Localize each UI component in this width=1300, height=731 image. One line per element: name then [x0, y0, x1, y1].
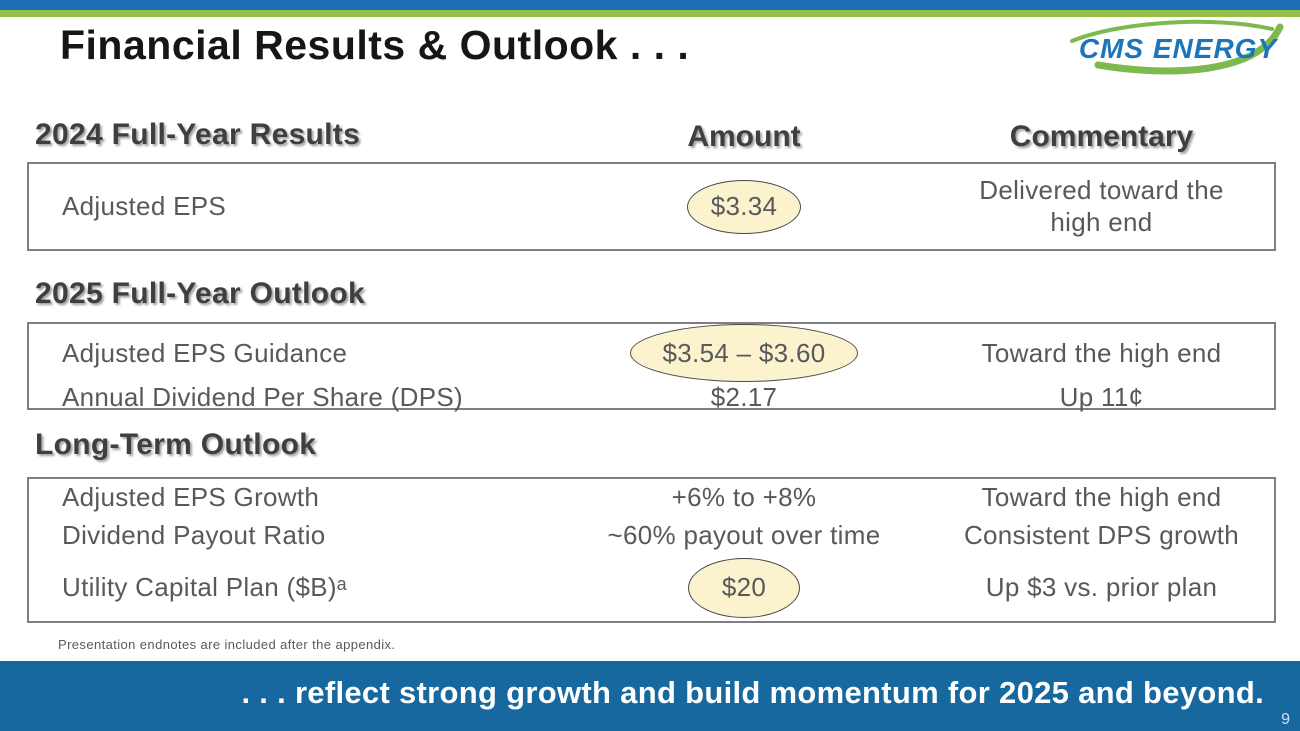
row-amount: $3.54 – $3.60: [559, 324, 929, 382]
row-label: Utility Capital Plan ($B)ᵃ: [62, 572, 347, 603]
top-blue-bar: [0, 0, 1300, 10]
row-label: Adjusted EPS: [62, 191, 227, 221]
highlight-oval: $3.34: [687, 179, 801, 234]
highlight-oval: $20: [688, 557, 800, 618]
highlight-oval: $3.54 – $3.60: [630, 324, 858, 382]
row-label: Adjusted EPS Growth: [62, 482, 320, 513]
footer-message: . . . reflect strong growth and build mo…: [241, 675, 1264, 710]
table-2025-outlook: Adjusted EPS Guidance $3.54 – $3.60 Towa…: [27, 322, 1276, 412]
section-heading-2024-results: 2024 Full-Year Results: [35, 118, 361, 151]
cms-energy-logo-graphic: CMS ENERGY: [1070, 19, 1284, 75]
table-2024-results: Adjusted EPS $3.34 Delivered toward the …: [27, 162, 1276, 251]
section-heading-2025-outlook: 2025 Full-Year Outlook: [35, 277, 366, 310]
column-header-amount: Amount: [687, 120, 801, 153]
row-amount: $2.17: [710, 382, 778, 412]
row-label: Adjusted EPS Guidance: [62, 337, 348, 368]
footer-bar: . . . reflect strong growth and build mo…: [0, 661, 1300, 731]
row-amount: $3.34: [559, 175, 929, 237]
cms-energy-logo: CMS ENERGY: [1066, 14, 1288, 76]
footnote: Presentation endnotes are included after…: [58, 637, 396, 652]
row-commentary: Delivered toward the high end: [979, 175, 1224, 237]
row-commentary: Up 11¢: [1059, 382, 1144, 412]
page-number: 9: [1281, 711, 1290, 728]
page-title: Financial Results & Outlook . . .: [60, 22, 690, 68]
section-heading-long-term-outlook: Long-Term Outlook: [35, 428, 317, 461]
row-label: Annual Dividend Per Share (DPS): [62, 382, 463, 412]
top-green-bar: [0, 10, 1300, 17]
row-commentary: Toward the high end: [981, 482, 1222, 513]
row-amount: ~60% payout over time: [607, 519, 881, 550]
column-header-commentary: Commentary: [1009, 120, 1194, 153]
row-amount: +6% to +8%: [671, 482, 817, 513]
logo-text: CMS ENERGY: [1079, 33, 1279, 64]
row-commentary: Toward the high end: [981, 337, 1222, 368]
row-commentary: Consistent DPS growth: [963, 519, 1240, 550]
row-label: Dividend Payout Ratio: [62, 519, 326, 550]
row-commentary: Up $3 vs. prior plan: [985, 572, 1218, 603]
row-amount: $20: [559, 557, 929, 618]
table-long-term-outlook: Adjusted EPS Growth +6% to +8% Toward th…: [27, 477, 1276, 623]
